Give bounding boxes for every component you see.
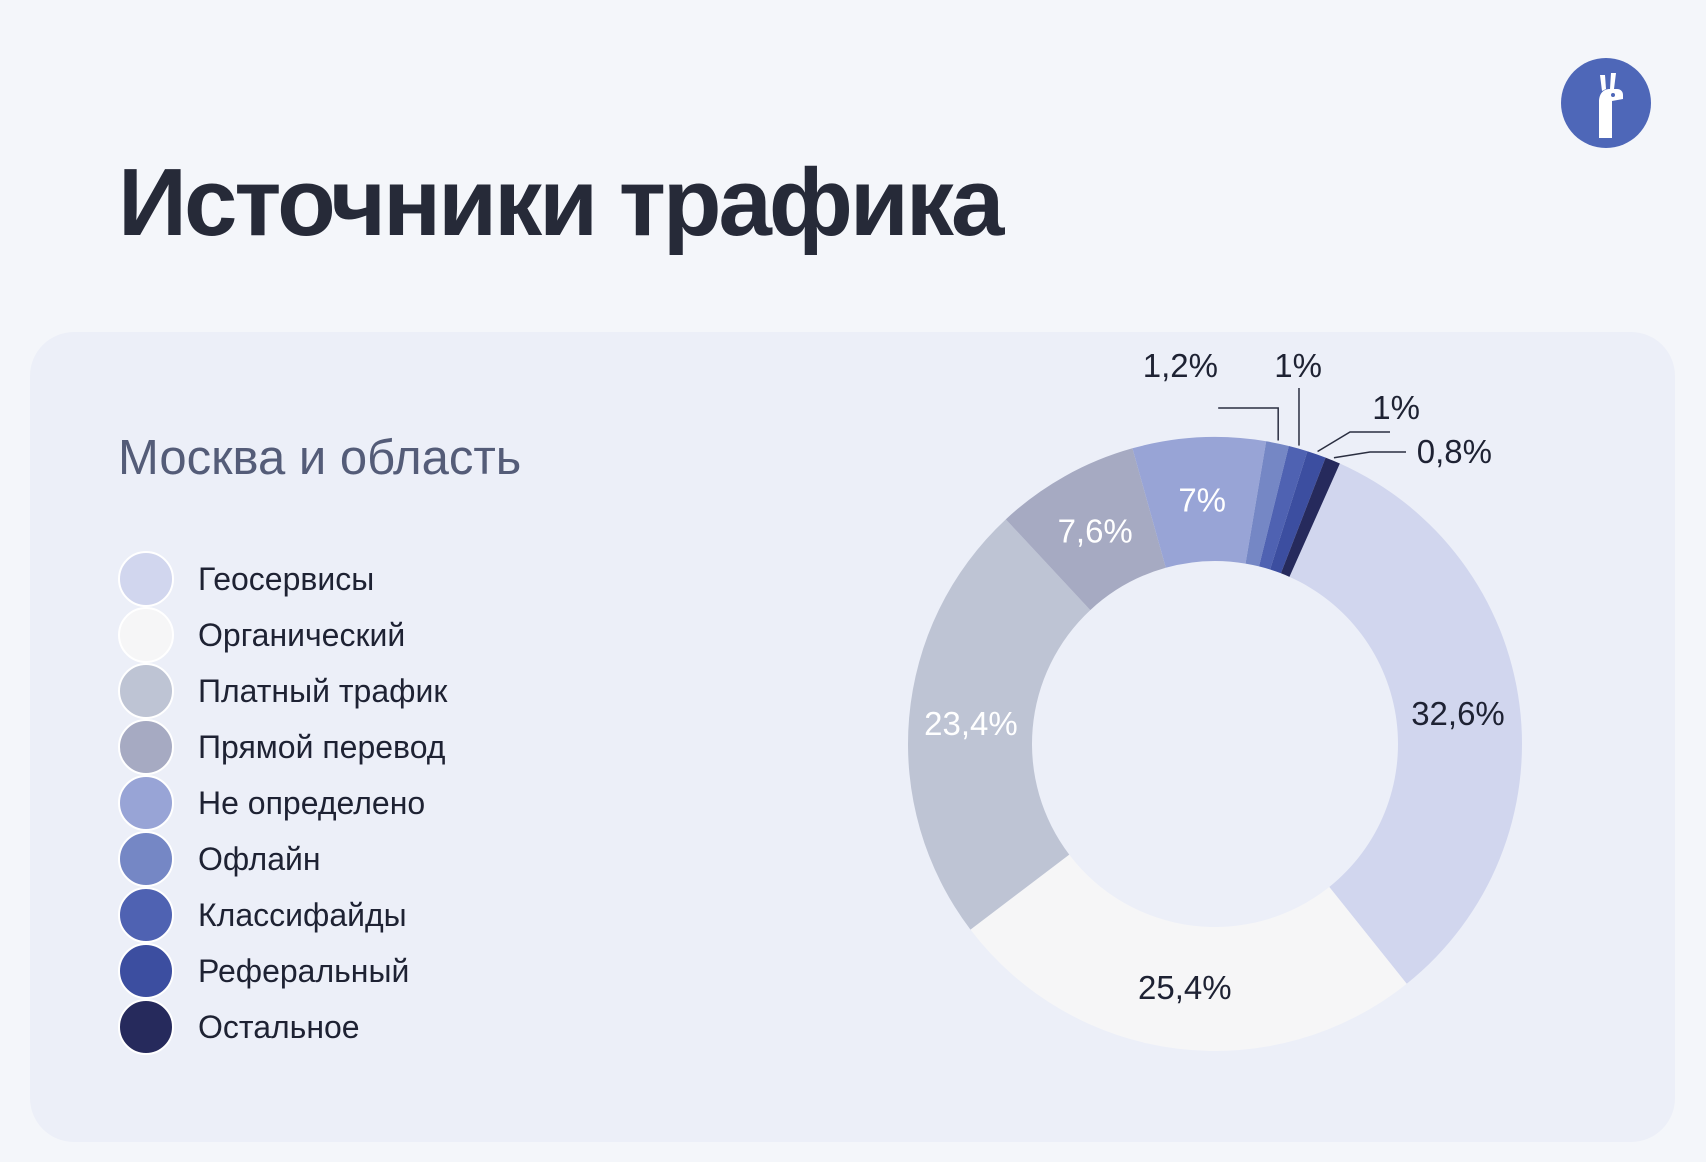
legend-item: Прямой перевод xyxy=(118,719,447,775)
legend-label: Реферальный xyxy=(198,952,410,989)
legend-label: Органический xyxy=(198,616,406,653)
slice-value-label: 32,6% xyxy=(1411,695,1505,732)
llama-icon xyxy=(1599,73,1623,138)
donut-slice xyxy=(970,854,1407,1051)
donut-slice xyxy=(1270,451,1326,574)
legend-label: Офлайн xyxy=(198,840,321,877)
chart-card: Москва и область Геосервисы Органический П… xyxy=(30,332,1675,1142)
chart-legend: Геосервисы Органический Платный трафик Прям… xyxy=(118,551,447,1055)
donut-slice xyxy=(1245,441,1289,567)
callout-line xyxy=(1317,431,1390,453)
legend-swatch xyxy=(118,999,174,1055)
legend-label: Прямой перевод xyxy=(198,728,446,765)
legend-item: Офлайн xyxy=(118,831,447,887)
legend-swatch xyxy=(118,775,174,831)
legend-swatch xyxy=(118,719,174,775)
page-title: Источники трафика xyxy=(118,149,1004,256)
donut-slice xyxy=(1005,448,1166,611)
donut-slice xyxy=(1132,437,1267,568)
legend-item: Платный трафик xyxy=(118,663,447,719)
legend-swatch xyxy=(118,887,174,943)
donut-slice xyxy=(1259,446,1308,570)
slice-value-label: 1% xyxy=(1274,347,1322,384)
callout-line xyxy=(1218,407,1279,441)
slice-value-label: 7% xyxy=(1178,481,1226,518)
legend-label: Геосервисы xyxy=(198,560,375,597)
legend-item: Органический xyxy=(118,607,447,663)
chart-subtitle: Москва и область xyxy=(118,431,522,485)
legend-item: Классифайды xyxy=(118,887,447,943)
slice-value-label: 0,8% xyxy=(1417,433,1492,470)
slice-value-label: 1% xyxy=(1372,389,1420,426)
callout-line xyxy=(1333,451,1406,459)
donut-slice xyxy=(907,519,1091,930)
legend-swatch xyxy=(118,551,174,607)
legend-label: Платный трафик xyxy=(198,672,448,709)
legend-swatch xyxy=(118,607,174,663)
donut-slice xyxy=(1289,463,1522,984)
legend-swatch xyxy=(118,663,174,719)
legend-label: Остальное xyxy=(198,1008,360,1045)
legend-swatch xyxy=(118,831,174,887)
donut-chart: 32,6% 25,4% 23,4% 7,6% 7% 1,2% 1% 1% 0,8% xyxy=(907,347,1522,1051)
slice-value-label: 1,2% xyxy=(1143,347,1218,384)
legend-item: Остальное xyxy=(118,999,447,1055)
legend-item: Геосервисы xyxy=(118,551,447,607)
logo xyxy=(1561,58,1651,148)
legend-label: Не определено xyxy=(198,784,426,821)
legend-item: Не определено xyxy=(118,775,447,831)
slice-value-label: 7,6% xyxy=(1058,512,1133,549)
legend-item: Реферальный xyxy=(118,943,447,999)
legend-label: Классифайды xyxy=(198,896,407,933)
slice-value-label: 25,4% xyxy=(1138,969,1232,1006)
slice-value-label: 23,4% xyxy=(924,705,1018,742)
donut-slice xyxy=(1280,457,1340,577)
legend-swatch xyxy=(118,943,174,999)
